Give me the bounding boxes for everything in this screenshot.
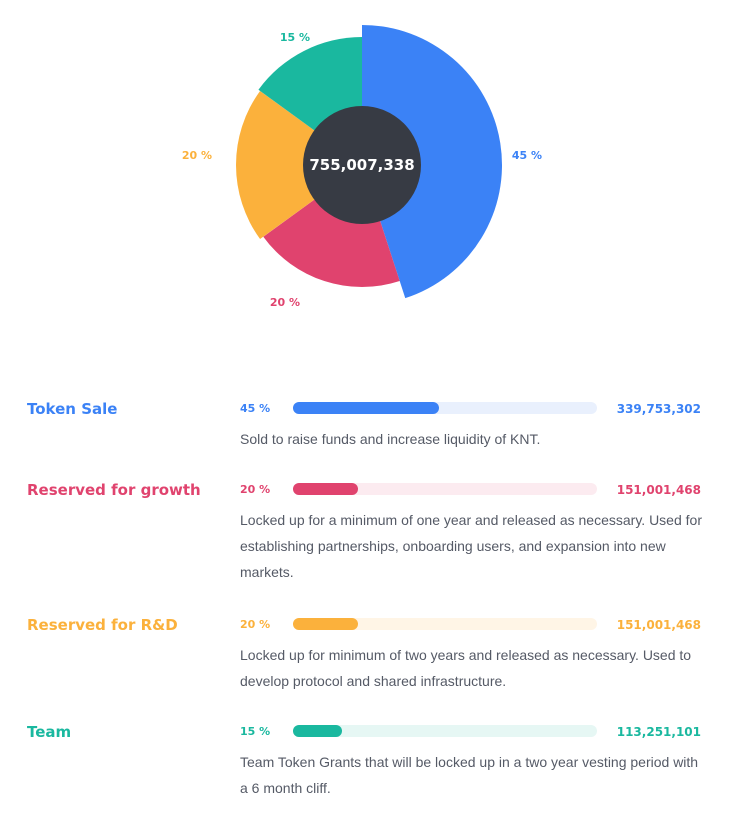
pie-center-hole	[303, 106, 421, 224]
allocation-progress-track	[293, 483, 597, 495]
allocation-progress-fill	[293, 402, 440, 414]
pie-slice-label: 20 %	[270, 296, 300, 309]
allocation-progress-track	[293, 618, 597, 630]
allocation-description: Sold to raise funds and increase liquidi…	[240, 431, 541, 447]
allocation-progress-track	[293, 402, 597, 414]
pie-center-total: 755,007,338	[309, 156, 414, 174]
allocation-amount: 339,753,302	[616, 402, 701, 416]
allocation-progress-track	[293, 725, 597, 737]
allocation-description: Locked up for a minimum of one year and …	[240, 512, 702, 580]
pie-slice-label: 15 %	[280, 31, 310, 44]
pie-slice-token-sale	[362, 25, 502, 299]
allocation-name: Token Sale	[27, 400, 118, 418]
allocation-progress-fill	[293, 483, 359, 495]
allocation-percent: 20 %	[240, 618, 271, 631]
allocation-percent: 15 %	[240, 725, 271, 738]
allocation-name: Reserved for growth	[27, 481, 201, 499]
pie-slice-reserved-for-r-d	[236, 90, 362, 240]
pie-slice-label: 20 %	[182, 149, 212, 162]
allocation-percent: 45 %	[240, 402, 271, 415]
allocation-amount: 151,001,468	[616, 483, 701, 497]
allocation-progress-fill	[293, 618, 359, 630]
allocation-amount: 113,251,101	[616, 725, 701, 739]
allocation-percent: 20 %	[240, 483, 271, 496]
pie-slice-label: 45 %	[512, 149, 542, 162]
allocation-name: Team	[27, 723, 72, 741]
allocation-progress-fill	[293, 725, 342, 737]
allocation-amount: 151,001,468	[616, 618, 701, 632]
allocation-pie-chart: 45 % 20 % 20 % 15 % 755,007,338	[0, 0, 742, 340]
allocation-description: Locked up for minimum of two years and r…	[240, 647, 692, 689]
allocation-name: Reserved for R&D	[27, 616, 178, 634]
allocation-description: Team Token Grants that will be locked up…	[240, 754, 699, 796]
pie-svg: 45 % 20 % 20 % 15 % 755,007,338	[182, 25, 542, 309]
